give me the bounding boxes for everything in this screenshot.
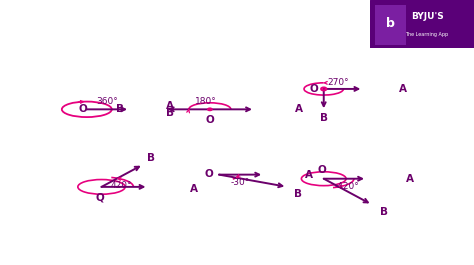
Text: A: A (295, 104, 303, 114)
Text: B: B (147, 153, 155, 163)
Bar (375, 5, 406, 45)
Circle shape (208, 108, 212, 111)
Text: B: B (294, 189, 302, 200)
Text: b: b (386, 17, 395, 30)
Text: B: B (165, 108, 173, 118)
Text: O: O (78, 104, 87, 114)
Text: -420°: -420° (335, 182, 359, 191)
Text: A: A (304, 170, 312, 180)
Text: O: O (206, 116, 214, 125)
Text: A: A (406, 174, 414, 184)
Text: B: B (380, 206, 388, 217)
Text: O: O (309, 84, 318, 94)
Text: BYJU'S: BYJU'S (410, 12, 444, 21)
Text: 360°: 360° (96, 97, 118, 106)
Text: 420°: 420° (110, 181, 132, 190)
Text: A: A (190, 184, 198, 194)
Text: -30°: -30° (230, 178, 249, 187)
Text: 180°: 180° (195, 97, 217, 106)
Text: B: B (320, 113, 328, 123)
Text: Q: Q (95, 193, 104, 202)
Text: O: O (205, 169, 213, 179)
Text: A: A (165, 101, 173, 111)
Text: 270°: 270° (328, 78, 349, 87)
Text: B: B (117, 104, 125, 114)
Text: The Learning App: The Learning App (406, 32, 448, 37)
Text: O: O (318, 165, 326, 175)
Text: A: A (399, 84, 407, 94)
